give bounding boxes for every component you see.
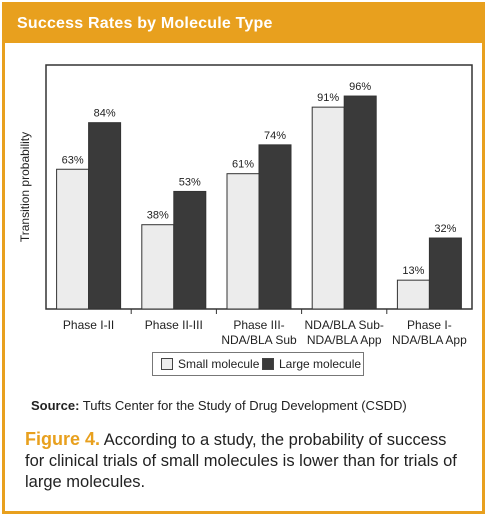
- bar-small-4: [396, 279, 430, 310]
- legend-swatch-small: [161, 358, 173, 370]
- data-label-large-1: 53%: [179, 176, 201, 188]
- bar-small-1: [141, 224, 175, 310]
- bar-large-4: [428, 237, 462, 310]
- x-tick-label-1: Phase II-III: [145, 318, 203, 332]
- bar-chart: Transition probability 63% 84% Phase I-II 38…: [18, 64, 473, 347]
- data-label-small-1: 38%: [147, 210, 169, 222]
- data-label-small-2: 61%: [232, 159, 254, 171]
- x-tick-label-3: NDA/BLA Sub-: [305, 318, 384, 332]
- bar-small-0: [56, 168, 90, 310]
- source-label: Source:: [31, 398, 80, 413]
- bar-large-2: [258, 144, 292, 310]
- figure-number: Figure 4.: [25, 429, 101, 449]
- data-label-large-3: 96%: [349, 81, 371, 93]
- x-tick-label-3: NDA/BLA App: [307, 333, 382, 347]
- source-text: Tufts Center for the Study of Drug Devel…: [82, 398, 407, 413]
- x-tick-label-2: NDA/BLA Sub: [221, 333, 297, 347]
- data-label-small-3: 91%: [317, 92, 339, 104]
- caption-text: According to a study, the probability of…: [25, 431, 457, 491]
- bar-large-3: [343, 95, 377, 310]
- legend-label-small: Small molecule: [178, 357, 260, 371]
- data-label-large-4: 32%: [434, 223, 456, 235]
- figure-caption: Figure 4. According to a study, the prob…: [25, 429, 470, 493]
- y-axis-label: Transition probability: [18, 132, 32, 242]
- legend: Small molecule Large molecule: [152, 352, 364, 376]
- data-label-small-0: 63%: [62, 154, 84, 166]
- chart-title: Success Rates by Molecule Type: [5, 5, 482, 43]
- x-tick-label-4: Phase I-: [407, 318, 452, 332]
- legend-swatch-large: [262, 358, 274, 370]
- data-label-large-2: 74%: [264, 130, 286, 142]
- bar-small-2: [226, 173, 260, 310]
- data-label-large-0: 84%: [94, 108, 116, 120]
- x-tick-label-2: Phase III-: [233, 318, 284, 332]
- source-line: Source: Tufts Center for the Study of Dr…: [31, 398, 407, 413]
- data-label-small-4: 13%: [402, 265, 424, 277]
- bar-large-0: [88, 122, 122, 310]
- legend-label-large: Large molecule: [279, 357, 362, 371]
- x-tick-label-0: Phase I-II: [63, 318, 114, 332]
- bar-small-3: [311, 106, 345, 310]
- x-tick-label-4: NDA/BLA App: [392, 333, 467, 347]
- bar-large-1: [173, 190, 207, 310]
- figure-panel: Success Rates by Molecule Type Transitio…: [2, 2, 485, 514]
